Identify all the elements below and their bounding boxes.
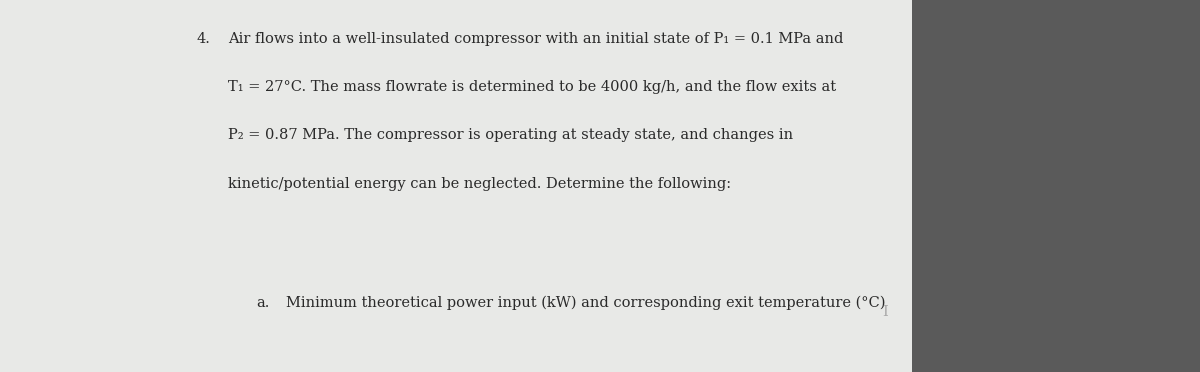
Text: 4.: 4. (196, 32, 210, 46)
Text: a.: a. (257, 296, 270, 310)
Text: I: I (882, 305, 888, 319)
Text: kinetic/potential energy can be neglected. Determine the following:: kinetic/potential energy can be neglecte… (228, 177, 731, 191)
Text: Air flows into a well-insulated compressor with an initial state of P₁ = 0.1 MPa: Air flows into a well-insulated compress… (228, 32, 844, 46)
Text: Minimum theoretical power input (kW) and corresponding exit temperature (°C): Minimum theoretical power input (kW) and… (286, 296, 886, 310)
Text: P₂ = 0.87 MPa. The compressor is operating at steady state, and changes in: P₂ = 0.87 MPa. The compressor is operati… (228, 128, 793, 142)
FancyBboxPatch shape (0, 0, 912, 372)
Text: T₁ = 27°C. The mass flowrate is determined to be 4000 kg/h, and the flow exits a: T₁ = 27°C. The mass flowrate is determin… (228, 80, 836, 94)
